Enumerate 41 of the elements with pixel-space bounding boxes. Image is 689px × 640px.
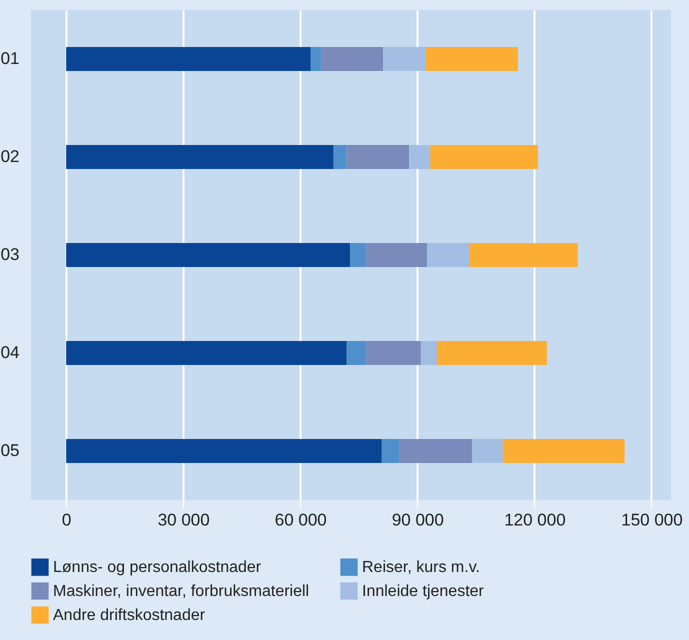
bar (469, 243, 578, 267)
x-tick-label: 30 000 (158, 510, 210, 530)
legend-label: Lønns- og personalkostnader (53, 559, 262, 576)
bar (502, 439, 625, 463)
bar (346, 145, 410, 169)
bar (66, 341, 347, 365)
x-tick-label: 60 000 (274, 510, 327, 530)
legend-label: Maskiner, inventar, forbruksmateriell (53, 583, 310, 600)
bar (66, 439, 382, 463)
bar (382, 439, 400, 463)
legend-label: Innleide tjenester (362, 583, 485, 600)
bar (366, 341, 421, 365)
bar (399, 439, 472, 463)
bar (366, 243, 428, 267)
bar (346, 341, 366, 365)
bar (426, 47, 518, 71)
bar (427, 243, 470, 267)
bar (333, 145, 346, 169)
y-tick-label: 04 (0, 343, 20, 362)
bar (420, 341, 437, 365)
y-tick-label: 01 (0, 49, 20, 68)
bar (321, 47, 383, 71)
legend-label: Andre driftskostnader (53, 607, 206, 624)
bar (310, 47, 322, 71)
bar (436, 341, 547, 365)
x-tick-label: 120 000 (504, 510, 566, 530)
x-tick-label: 150 000 (621, 510, 683, 530)
bar (66, 243, 350, 267)
bar (350, 243, 366, 267)
x-tick-label: 0 (62, 510, 72, 530)
legend-label: Reiser, kurs m.v. (362, 559, 480, 576)
y-tick-label: 05 (0, 441, 20, 460)
bar (430, 145, 538, 169)
bar (66, 145, 334, 169)
bar (66, 47, 311, 71)
y-tick-label: 03 (0, 245, 20, 264)
y-tick-label: 02 (0, 147, 20, 166)
bar (383, 47, 426, 71)
x-tick-label: 90 000 (392, 510, 444, 530)
bar (472, 439, 503, 463)
bar (409, 145, 430, 169)
